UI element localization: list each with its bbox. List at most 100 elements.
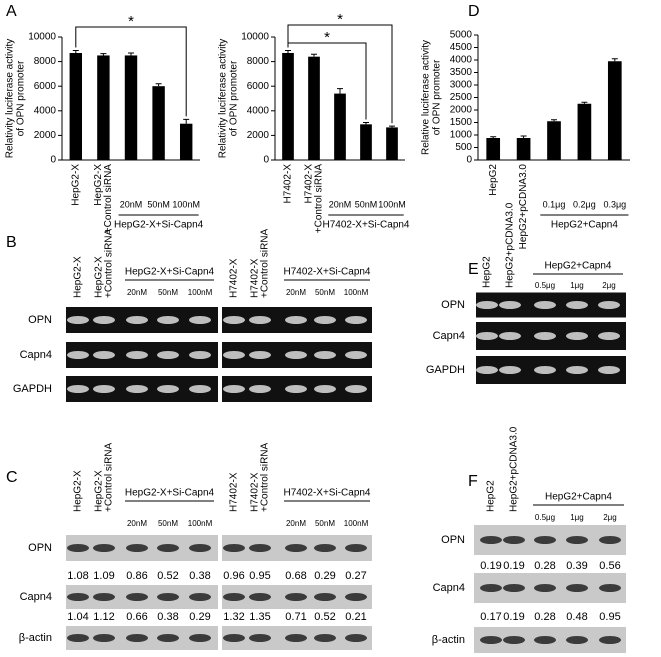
band [480, 536, 502, 544]
band [93, 316, 115, 324]
band [314, 544, 336, 552]
error-bar [337, 88, 343, 94]
x-tick-label: HepG2-X [70, 164, 81, 206]
x-tick-label: +Control siRNA [103, 164, 114, 234]
band-ratio: 0.52 [314, 611, 335, 623]
x-tick-label: 100nM [378, 199, 406, 209]
y-tick-label: 4000 [34, 105, 57, 116]
band-ratio: 1.35 [249, 611, 270, 623]
band [499, 301, 521, 309]
error-bar [72, 50, 79, 53]
lane-label: HepG2-X [94, 470, 105, 512]
y-tick-label: 8000 [247, 56, 270, 67]
band [345, 544, 367, 552]
lane-label: HepG2+pCDNA3.0 [505, 202, 516, 288]
band [93, 634, 115, 642]
lane-label: 100nM [344, 519, 369, 528]
lane-label: HepG2-X [94, 256, 105, 298]
row-label: OPN [28, 542, 52, 554]
x-tick-label: 100nM [172, 199, 200, 209]
error-bar [311, 53, 317, 57]
band-ratio: 0.86 [126, 570, 147, 582]
band [67, 385, 89, 393]
y-axis-label: of OPN promoter [432, 59, 443, 135]
error-bar [490, 136, 497, 138]
panel-letter: F [468, 473, 478, 490]
bar [69, 52, 83, 160]
x-tick-label: 20nM [329, 199, 352, 209]
band [249, 634, 271, 642]
band [534, 536, 556, 544]
group-label: HepG2-X+Si-Capn4 [114, 220, 204, 231]
y-tick-label: 6000 [247, 81, 270, 92]
bar [124, 55, 138, 161]
band [67, 351, 89, 359]
panel-letter: D [468, 3, 480, 20]
band [249, 316, 271, 324]
error-bar [285, 50, 291, 53]
band [223, 385, 245, 393]
band [599, 636, 621, 644]
lane-label: 20nM [127, 519, 147, 528]
band [499, 332, 521, 340]
band [566, 301, 588, 309]
band [285, 544, 307, 552]
band-ratio: 0.29 [314, 570, 335, 582]
lane-label: 2μg [603, 513, 617, 522]
y-tick-label: 2000 [247, 130, 270, 141]
group-label: HepG2-X+Si-Capn4 [125, 267, 215, 278]
lane-label: HepG2-X [73, 256, 84, 298]
band [566, 636, 588, 644]
band [189, 593, 211, 601]
error-bar [581, 101, 588, 104]
y-axis-label: of OPN promoter [16, 60, 27, 136]
x-tick-label: H7402-X [304, 164, 315, 204]
band [566, 332, 588, 340]
lane-label: +Control siRNA [260, 228, 271, 298]
band [157, 351, 179, 359]
band [67, 634, 89, 642]
band [566, 584, 588, 592]
bar [152, 86, 165, 160]
bar [607, 61, 622, 160]
lane-label: 1μg [570, 281, 584, 290]
y-tick-label: 8000 [34, 56, 57, 67]
y-axis-label: Relative luciferase activity [421, 40, 432, 155]
band [314, 351, 336, 359]
lane-label: +Control siRNA [260, 442, 271, 512]
band [157, 544, 179, 552]
y-tick-label: 4000 [450, 55, 473, 66]
band [285, 634, 307, 642]
band [480, 584, 502, 592]
band [314, 385, 336, 393]
bar [282, 52, 294, 160]
band [566, 366, 588, 374]
lane-label: H7402-X [229, 472, 240, 512]
error-bar [363, 121, 369, 125]
lane-label: 0.5μg [535, 281, 555, 290]
bar [486, 138, 501, 160]
band [534, 584, 556, 592]
x-tick-label: 20nM [120, 199, 143, 209]
band [126, 316, 148, 324]
lane-label: HepG2-X [73, 470, 84, 512]
lane-label: HepG2 [482, 256, 493, 288]
lane-label: 50nM [158, 519, 178, 528]
group-label: H7402-X+Si-Capn4 [284, 488, 371, 499]
band [598, 332, 620, 340]
band [476, 301, 498, 309]
error-bar [611, 58, 618, 62]
band [476, 332, 498, 340]
row-label: OPN [441, 299, 465, 311]
band-ratio: 1.04 [67, 611, 88, 623]
band [93, 544, 115, 552]
band [480, 636, 502, 644]
band [67, 316, 89, 324]
row-label: Capn4 [20, 591, 52, 603]
bar [386, 127, 398, 160]
lane-label: H7402-X [250, 472, 261, 512]
band-ratio: 0.96 [223, 570, 244, 582]
row-label: OPN [441, 534, 465, 546]
band [126, 385, 148, 393]
band-ratio: 1.32 [223, 611, 244, 623]
